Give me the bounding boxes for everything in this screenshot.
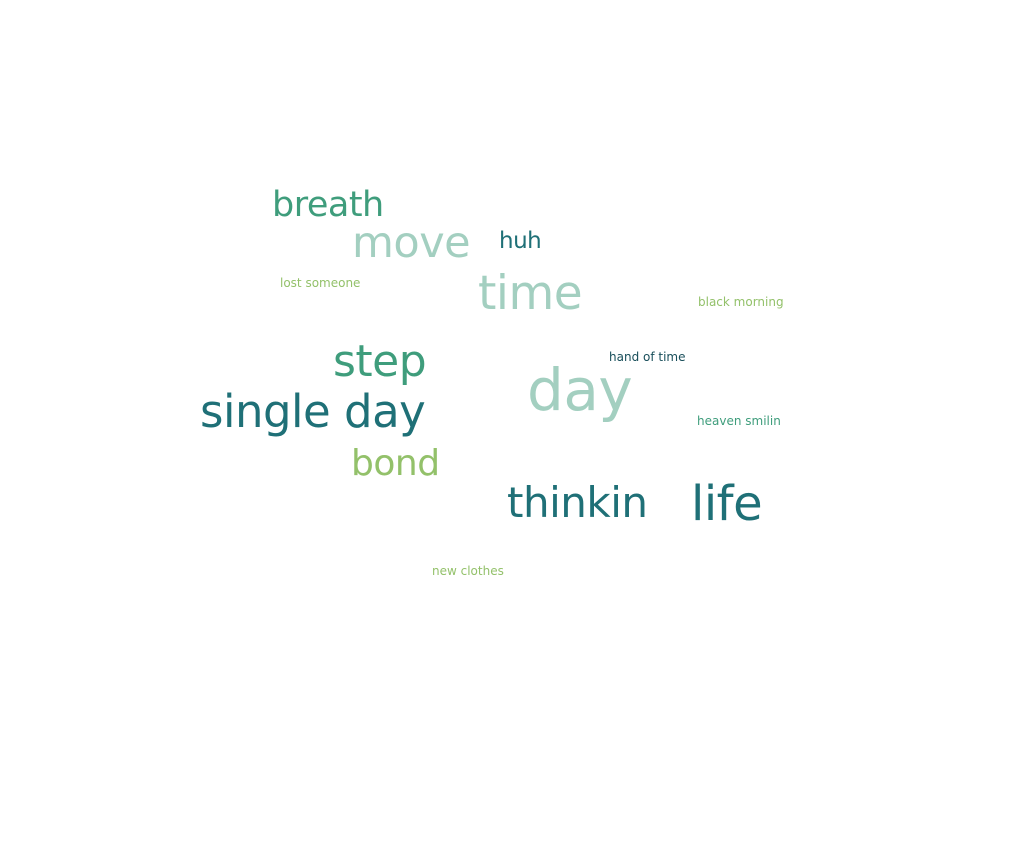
word-thinkin: thinkin: [507, 478, 648, 527]
word-life: life: [691, 476, 763, 532]
word-time: time: [478, 266, 583, 321]
word-new-clothes: new clothes: [432, 564, 504, 578]
word-single-day: single day: [200, 385, 426, 438]
word-move: move: [352, 218, 471, 268]
word-lost-someone: lost someone: [280, 276, 361, 290]
word-breath: breath: [272, 185, 384, 225]
word-bond: bond: [351, 443, 440, 484]
word-black-morning: black morning: [698, 295, 784, 309]
word-step: step: [333, 336, 427, 387]
word-huh: huh: [499, 228, 542, 254]
word-hand-of-time: hand of time: [609, 350, 686, 364]
word-day: day: [527, 356, 633, 424]
word-heaven-smilin: heaven smilin: [697, 414, 781, 428]
